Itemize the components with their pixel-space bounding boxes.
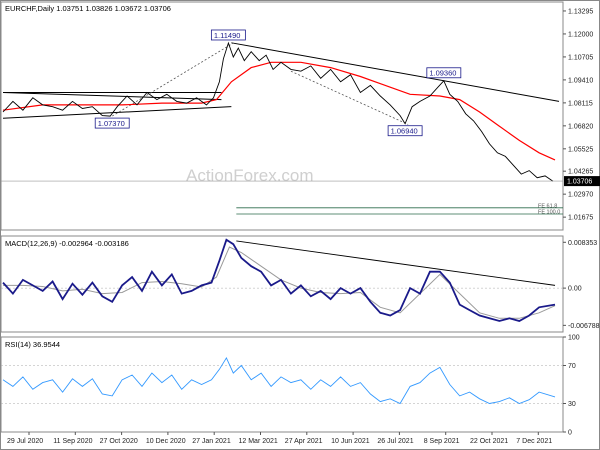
rsi-axis: 100 70 30 0 xyxy=(563,335,580,437)
trendline xyxy=(2,106,232,119)
swing-label: 1.07370 xyxy=(98,119,125,128)
price-axis: 1.13295 1.12000 1.10705 1.09410 1.08115 1.068… xyxy=(563,8,593,222)
price-panel: EURCHF,Daily 1.03751 1.03826 1.03672 1.0… xyxy=(0,1,600,231)
y-tick-label: 1.12000 xyxy=(568,31,593,38)
swing-label: 1.09360 xyxy=(429,69,456,78)
price-header: EURCHF,Daily 1.03751 1.03826 1.03672 1.0… xyxy=(5,4,171,13)
y-tick-label: -0.006788 xyxy=(568,323,600,330)
fib-level-label: FE 100.0 xyxy=(538,210,560,216)
fib-level-label: FE 61.8 xyxy=(538,203,557,209)
x-tick-label: 10 Dec 2020 xyxy=(146,438,186,445)
trendline xyxy=(2,91,222,101)
last-price-label: 1.03706 xyxy=(567,179,592,186)
last-price-box xyxy=(564,176,600,187)
y-tick-label: 1.02970 xyxy=(568,192,593,199)
y-tick-label: 0.008353 xyxy=(568,240,597,247)
swing-label-box xyxy=(426,67,462,79)
y-tick-label: 1.13295 xyxy=(568,8,593,15)
y-tick-label: 1.06820 xyxy=(568,123,593,130)
y-tick-label: 1.10705 xyxy=(568,54,593,61)
trendline xyxy=(231,42,560,102)
macd-line xyxy=(2,238,556,322)
rsi-panel: RSI(14) 36.9544 100 70 30 0 xyxy=(0,335,580,437)
dashed-trendline xyxy=(290,70,409,125)
price-panel-border xyxy=(0,1,564,231)
swing-label: 1.11490 xyxy=(214,31,241,40)
swing-label-box xyxy=(387,125,423,137)
macd-panel-border xyxy=(0,235,564,333)
x-tick-label: 8 Sep 2021 xyxy=(424,438,460,445)
x-tick-label: 26 Jul 2021 xyxy=(377,438,413,445)
y-tick-label: 70 xyxy=(568,363,576,370)
x-tick-label: 12 Mar 2021 xyxy=(239,438,278,445)
y-tick-label: 1.09410 xyxy=(568,77,593,84)
price-line xyxy=(2,41,554,182)
macd-panel: MACD(12,26,9) -0.002964 -0.003186 0.0083… xyxy=(0,235,600,333)
rsi-panel-border xyxy=(0,336,564,433)
y-tick-label: 100 xyxy=(568,335,580,342)
swing-label-box xyxy=(210,29,246,41)
rsi-header: RSI(14) 36.9544 xyxy=(5,340,60,349)
sma-line xyxy=(2,61,556,161)
x-tick-label: 27 Jan 2021 xyxy=(192,438,231,445)
macd-header: MACD(12,26,9) -0.002964 -0.003186 xyxy=(5,239,129,248)
swing-label: 1.06940 xyxy=(391,127,418,136)
x-tick-label: 11 Sep 2020 xyxy=(53,438,92,445)
dashed-trendline xyxy=(112,42,234,117)
y-tick-label: 1.01675 xyxy=(568,215,593,222)
y-tick-label: 1.04265 xyxy=(568,169,593,176)
x-tick-label: 10 Jun 2021 xyxy=(331,438,370,445)
y-tick-label: 0 xyxy=(568,430,572,437)
x-tick-label: 27 Oct 2020 xyxy=(100,438,138,445)
y-tick-label: 0.00 xyxy=(568,286,582,293)
swing-label-box xyxy=(94,117,130,129)
x-tick-label: 27 Apr 2021 xyxy=(285,438,323,445)
macd-axis: 0.008353 0.00 -0.006788 xyxy=(563,240,600,330)
time-axis: 29 Jul 2020 11 Sep 2020 27 Oct 2020 10 Dec … xyxy=(7,432,552,445)
y-tick-label: 30 xyxy=(568,401,576,408)
macd-trendline xyxy=(236,240,556,286)
rsi-line xyxy=(2,356,556,405)
y-tick-label: 1.08115 xyxy=(568,100,593,107)
y-tick-label: 1.05525 xyxy=(568,146,593,153)
x-tick-label: 22 Oct 2021 xyxy=(470,438,508,445)
watermark: ActionForex.com xyxy=(186,166,314,185)
x-tick-label: 7 Dec 2021 xyxy=(516,438,552,445)
x-tick-label: 29 Jul 2020 xyxy=(7,438,43,445)
